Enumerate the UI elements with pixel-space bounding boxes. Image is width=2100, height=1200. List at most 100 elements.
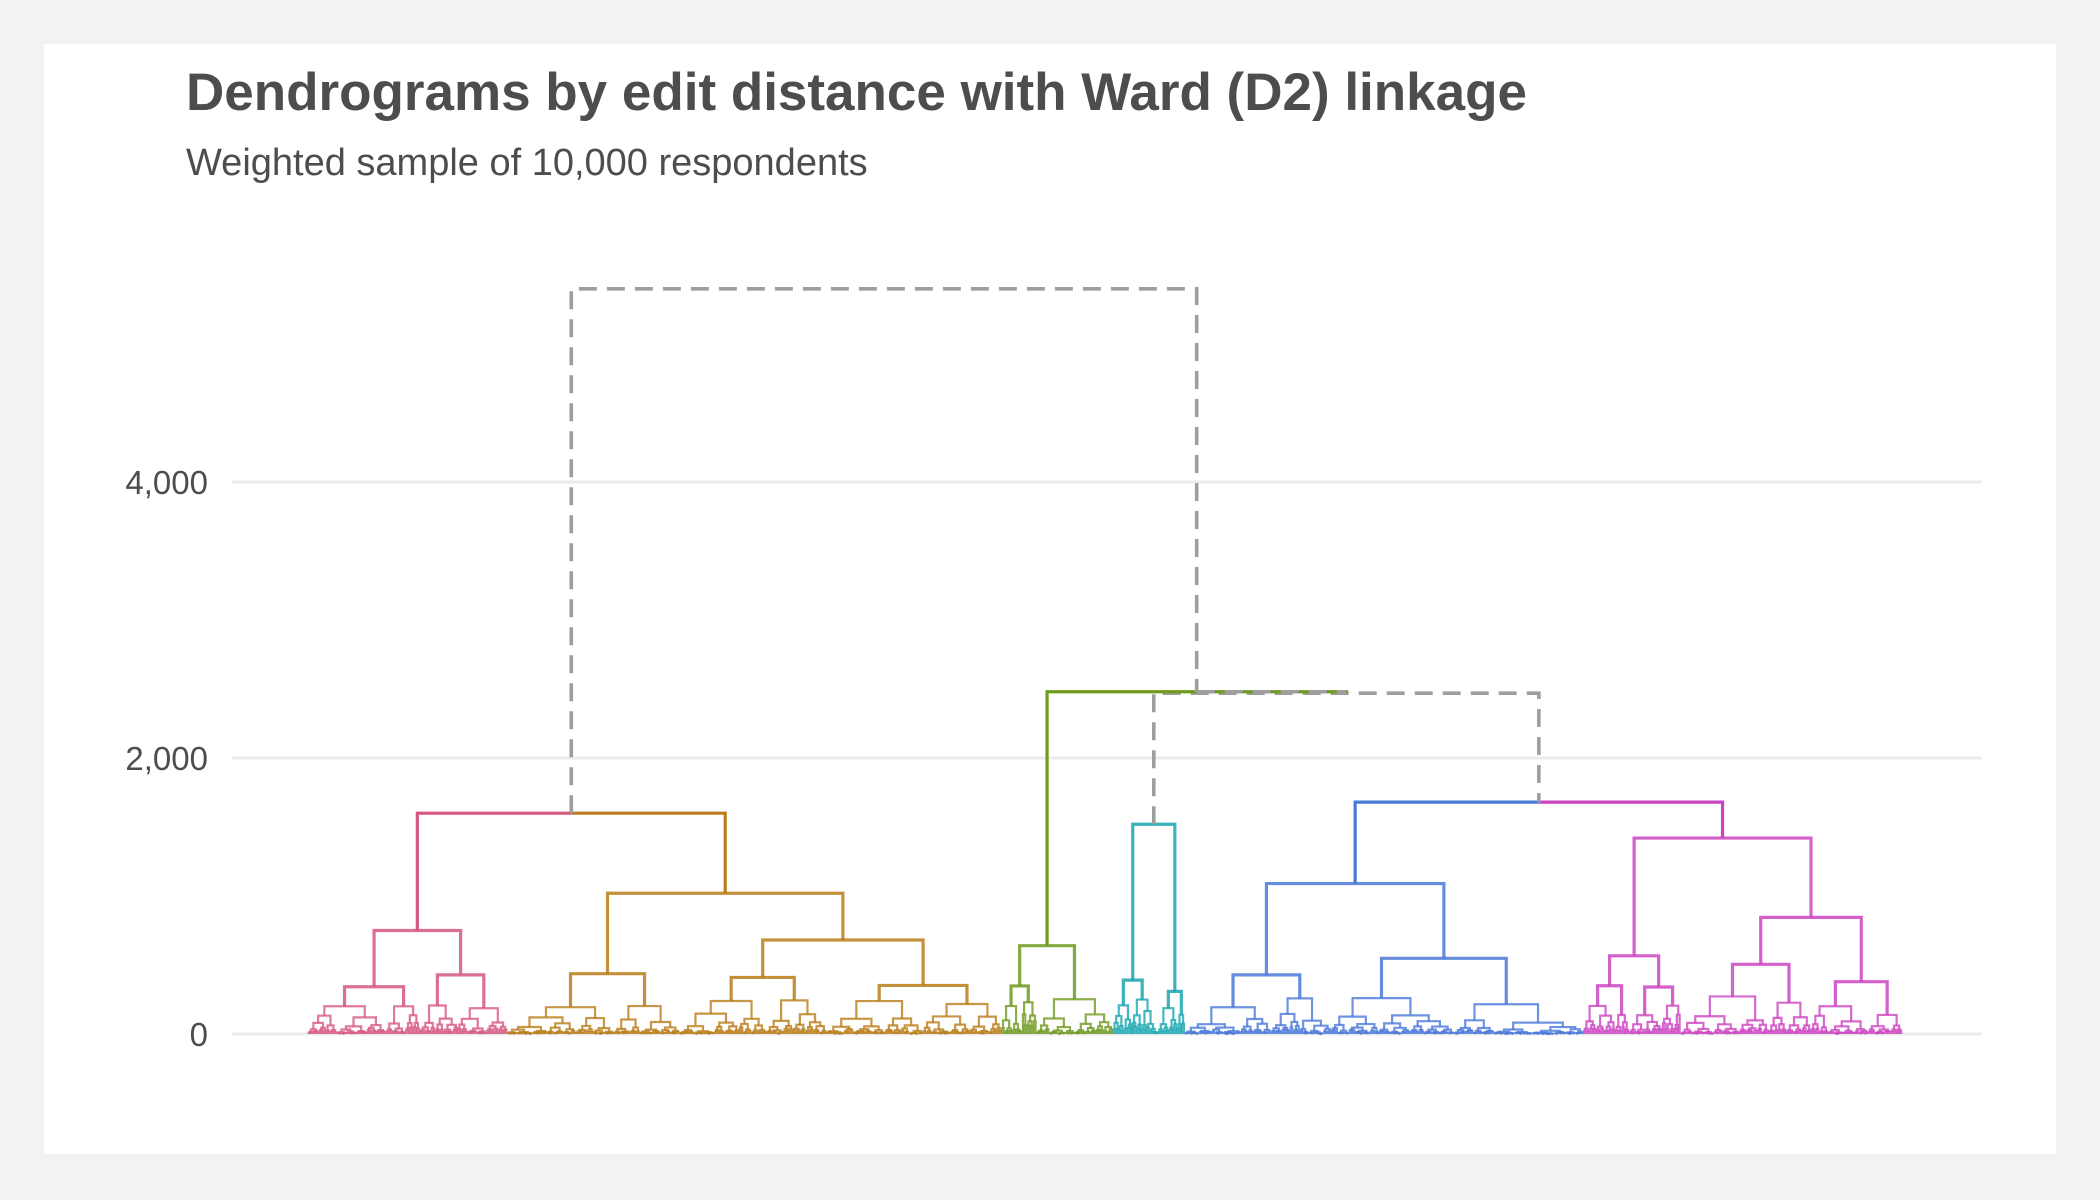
dendrogram-link <box>1113 1021 1119 1030</box>
dendrogram-link <box>1607 954 1661 988</box>
dendrogram-link <box>340 1028 352 1033</box>
dendrogram-link <box>757 1030 762 1034</box>
dendrogram-link <box>630 1029 636 1033</box>
dendrogram-link <box>1741 1023 1754 1030</box>
dendrogram-link <box>370 1023 382 1031</box>
dendrogram-link <box>1281 1028 1286 1034</box>
dendrogram-link <box>1757 1027 1763 1034</box>
dendrogram-link <box>1248 1029 1253 1034</box>
dendrogram-link <box>800 1030 805 1034</box>
dendrogram-link <box>950 1031 954 1034</box>
dendrogram-link <box>1254 1028 1262 1032</box>
dendrogram-link <box>1259 1031 1264 1034</box>
dendrogram-link <box>789 1028 793 1034</box>
dendrogram-link <box>575 1031 580 1035</box>
dendrogram-link <box>785 1029 790 1034</box>
dendrogram-link <box>546 1031 552 1034</box>
dendrogram-link <box>956 1032 961 1035</box>
dendrogram-link <box>1592 1027 1597 1034</box>
dendrogram-link <box>1464 1019 1485 1028</box>
dendrogram-link <box>583 1030 588 1034</box>
dendrogram-link <box>1869 1028 1875 1032</box>
dendrogram-link <box>1378 1029 1384 1034</box>
dendrogram-link <box>1168 1028 1173 1034</box>
dendrogram-link <box>559 1031 564 1034</box>
dendrogram-link <box>1374 1030 1379 1034</box>
dendrogram-link <box>333 1031 337 1034</box>
dendrogram-link <box>1380 1030 1385 1034</box>
dendrogram-link <box>1334 1023 1345 1031</box>
dendrogram-link <box>1464 1031 1469 1034</box>
dendrogram-link <box>1665 1004 1680 1019</box>
dendrogram-link <box>436 1023 443 1030</box>
dendrogram-link <box>388 1022 400 1030</box>
dendrogram-link <box>309 1028 318 1033</box>
dendrogram-link <box>1099 1029 1104 1034</box>
dendrogram-link <box>843 1031 848 1034</box>
dendrogram-link <box>1516 1030 1528 1034</box>
dendrogram-link <box>1050 1030 1057 1034</box>
dendrogram-link <box>694 1012 728 1027</box>
dendrogram-link <box>447 1030 453 1033</box>
dendrogram-link <box>1191 1031 1198 1034</box>
dendrogram-link <box>1735 1032 1740 1035</box>
dendrogram-link <box>1460 1030 1466 1034</box>
dendrogram-link <box>805 1031 809 1034</box>
dendrogram-link <box>330 1030 334 1034</box>
dendrogram-link <box>613 1031 618 1035</box>
dendrogram-link <box>664 1031 669 1035</box>
dendrogram-link <box>1262 1031 1268 1034</box>
dendrogram-link <box>933 1028 945 1033</box>
dendrogram-link <box>1222 1032 1228 1035</box>
dendrogram-link <box>349 1031 356 1034</box>
left-group-link-a <box>415 811 572 931</box>
dendrogram-link <box>1721 1031 1726 1035</box>
dendrogram-link <box>993 1030 997 1034</box>
dendrogram-link <box>1082 1032 1087 1035</box>
dendrogram-link <box>1432 1030 1440 1034</box>
right-group-link <box>1045 690 1348 946</box>
dendrogram-link <box>1746 1029 1753 1032</box>
dendrogram-link <box>683 1028 693 1032</box>
dendrogram-link <box>1876 1013 1898 1027</box>
dendrogram-link <box>1868 1030 1873 1034</box>
dendrogram-link <box>1327 1030 1332 1034</box>
dendrogram-link <box>1286 997 1314 1021</box>
dendrogram-link <box>1663 1017 1671 1025</box>
left-group-link-b <box>571 811 727 894</box>
dendrogram-link <box>1299 1030 1303 1034</box>
dendrogram-link <box>1792 1016 1808 1026</box>
dendrogram-link <box>1131 1021 1137 1034</box>
dendrogram-link <box>1887 1030 1892 1034</box>
dendrogram-link <box>1759 915 1863 982</box>
y-tick-label: 2,000 <box>125 740 208 777</box>
dendrogram-link <box>1599 1014 1613 1027</box>
dendrogram-link <box>761 938 925 986</box>
dendrogram-link <box>960 1031 966 1034</box>
dendrogram-link <box>587 1028 593 1033</box>
dendrogram-link <box>1694 1015 1726 1025</box>
dendrogram-link <box>1006 1027 1013 1032</box>
dendrogram-link <box>1815 1027 1820 1034</box>
dendrogram-link <box>856 1029 865 1033</box>
dendrogram-link <box>326 1024 335 1031</box>
dendrogram-link <box>1465 1030 1471 1034</box>
dendrogram-link <box>1812 1030 1817 1034</box>
dendrogram-link <box>652 1031 656 1034</box>
dendrogram-link <box>1673 1027 1678 1034</box>
dendrogram-link <box>771 1030 777 1034</box>
dendrogram-link <box>1141 1028 1146 1034</box>
dendrogram-link <box>1420 1030 1425 1034</box>
dendrogram-link <box>1070 1031 1076 1035</box>
dendrogram-link <box>586 1030 591 1034</box>
dendrogram-link <box>1120 1030 1125 1034</box>
dendrogram-link <box>1413 1025 1423 1031</box>
dendrogram-link <box>1534 1031 1548 1034</box>
dendrogram-link <box>1556 1030 1564 1034</box>
dendrogram-link <box>1157 1031 1162 1034</box>
dendrogram-link <box>945 1002 989 1017</box>
dendrogram-link <box>1136 1027 1141 1034</box>
dendrogram-link <box>446 1023 457 1030</box>
dendrogram-link <box>985 1030 989 1034</box>
dendrogram-link <box>652 1030 660 1033</box>
